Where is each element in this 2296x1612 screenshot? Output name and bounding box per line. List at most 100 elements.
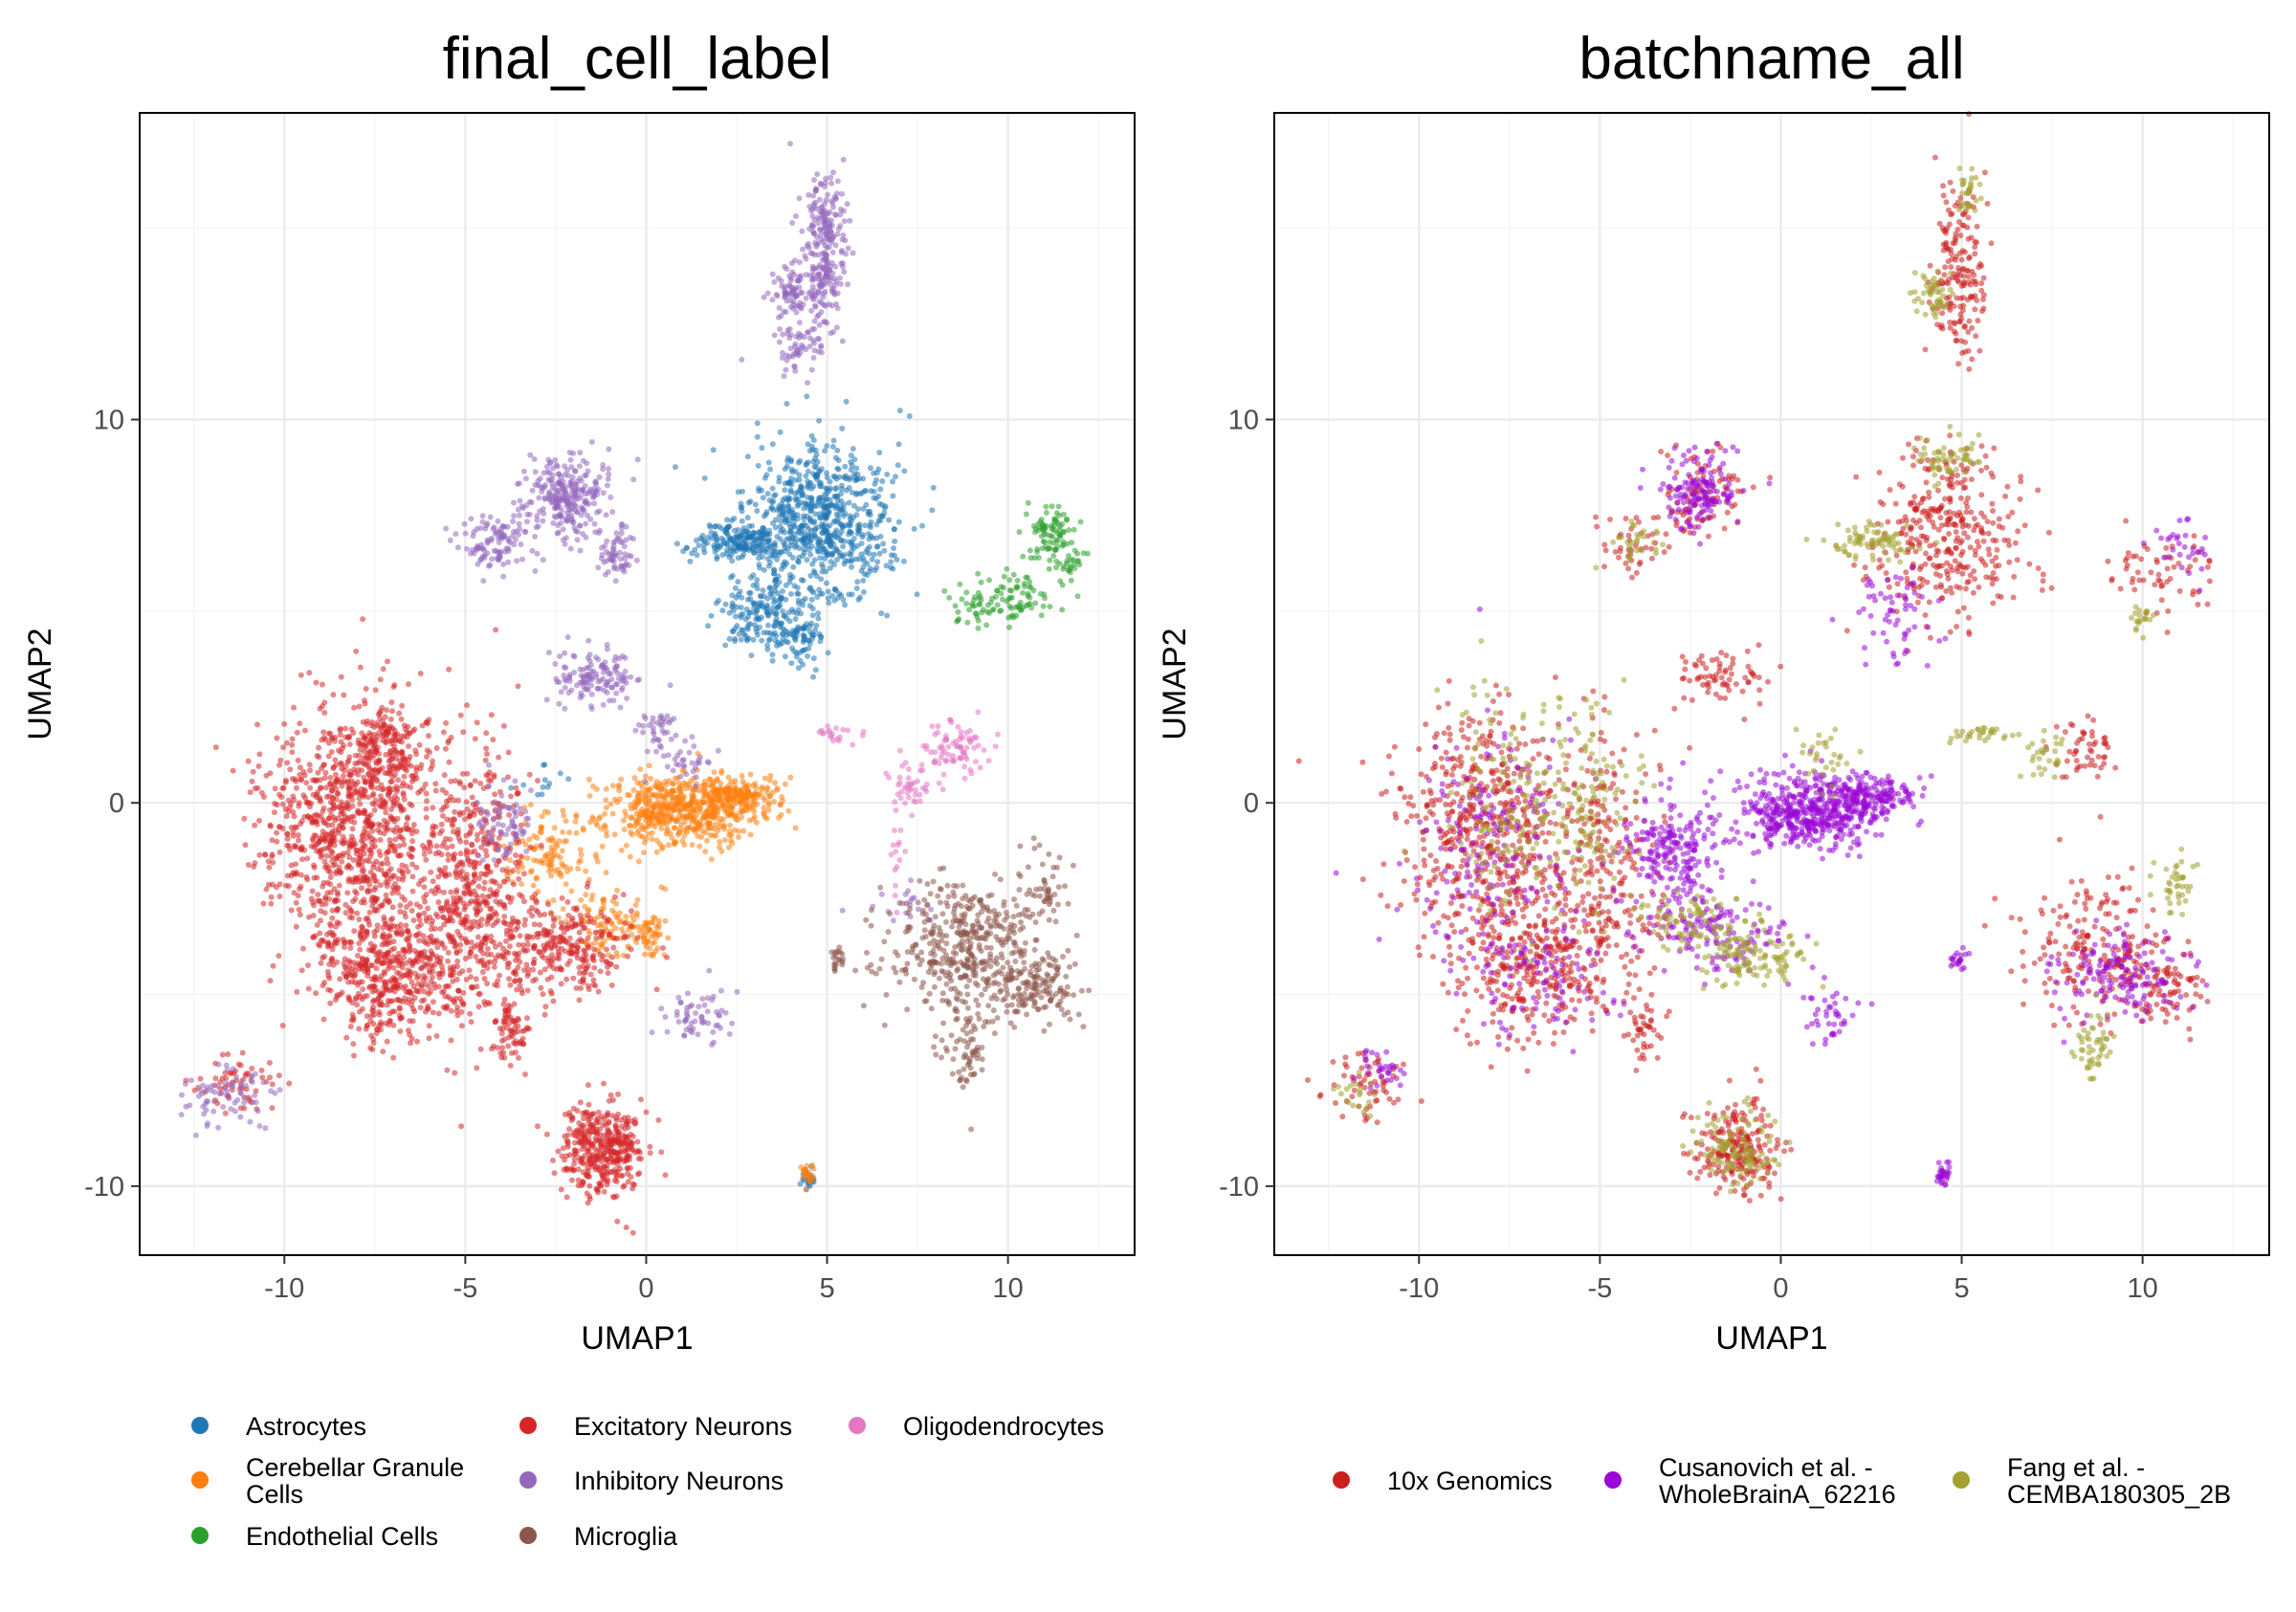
data-point [534, 844, 540, 850]
data-point [445, 959, 451, 964]
data-point [774, 534, 780, 540]
data-point [1026, 500, 1031, 506]
data-point [386, 961, 391, 966]
data-point [341, 850, 346, 856]
data-point [332, 739, 338, 744]
data-point [291, 833, 297, 839]
data-point [1060, 583, 1066, 588]
data-point [782, 487, 787, 493]
data-point [343, 1035, 349, 1041]
data-point [512, 969, 518, 975]
data-point [770, 789, 776, 795]
data-point [788, 487, 794, 493]
data-point [879, 478, 885, 484]
data-point [714, 539, 719, 544]
data-point [1042, 532, 1048, 538]
data-point [451, 856, 456, 862]
data-point [464, 938, 470, 944]
data-point [772, 624, 778, 629]
data-point [586, 1102, 592, 1108]
data-point [629, 815, 634, 821]
data-point [467, 926, 473, 932]
data-point [330, 765, 336, 771]
data-point [394, 732, 400, 738]
data-point [586, 777, 592, 783]
data-point [912, 526, 917, 532]
data-point [607, 802, 613, 807]
data-point [721, 827, 727, 832]
data-point [842, 602, 848, 607]
data-point [289, 742, 295, 748]
data-point [548, 988, 554, 994]
data-point [375, 723, 381, 729]
data-point [1022, 584, 1027, 589]
data-point [739, 786, 744, 792]
data-point [319, 961, 324, 966]
data-point [860, 475, 866, 481]
data-point [373, 885, 379, 891]
data-point [346, 876, 352, 882]
data-point [516, 942, 521, 948]
data-point [764, 531, 770, 537]
data-point [438, 955, 444, 961]
data-point [614, 936, 620, 941]
data-point [893, 474, 898, 479]
data-point [385, 658, 390, 664]
data-point [347, 945, 353, 951]
data-point [744, 794, 750, 800]
data-point [704, 838, 710, 844]
data-point [246, 862, 252, 868]
data-point [470, 795, 475, 801]
data-point [1005, 615, 1011, 621]
data-point [350, 1012, 356, 1018]
data-point [325, 987, 331, 993]
data-point [485, 952, 491, 958]
data-point [372, 878, 378, 884]
data-point [790, 564, 796, 570]
data-point [516, 683, 521, 689]
data-point [378, 782, 384, 787]
data-point [599, 934, 605, 939]
data-point [320, 729, 326, 735]
data-point [506, 976, 512, 982]
data-point [289, 749, 295, 755]
data-point [633, 820, 639, 826]
data-point [796, 560, 802, 565]
data-point [384, 822, 389, 828]
data-point [319, 938, 324, 943]
data-point [890, 493, 895, 498]
data-point [828, 485, 833, 491]
data-point [745, 787, 751, 793]
data-point [787, 618, 793, 624]
data-point [798, 483, 804, 489]
data-point [405, 816, 410, 822]
data-point [600, 844, 606, 850]
data-point [313, 778, 319, 784]
data-point [555, 945, 561, 951]
data-point [272, 809, 277, 815]
data-point [976, 618, 982, 624]
data-point [406, 869, 411, 874]
data-point [455, 895, 461, 901]
data-point [408, 990, 413, 996]
data-point [356, 879, 362, 885]
data-point [402, 774, 408, 780]
data-point [448, 890, 453, 895]
data-point [811, 568, 817, 574]
data-point [727, 610, 733, 616]
data-point [696, 542, 702, 548]
data-point [643, 773, 649, 779]
data-point [374, 778, 380, 784]
data-point [785, 640, 791, 646]
data-point [840, 543, 846, 549]
data-point [281, 721, 287, 727]
data-point [305, 962, 311, 968]
data-point [274, 884, 279, 890]
data-point [610, 811, 616, 817]
data-point [439, 807, 445, 813]
data-point [777, 603, 783, 608]
data-point [796, 530, 802, 536]
data-point [369, 784, 375, 790]
data-point [526, 836, 532, 842]
data-point [304, 876, 310, 882]
